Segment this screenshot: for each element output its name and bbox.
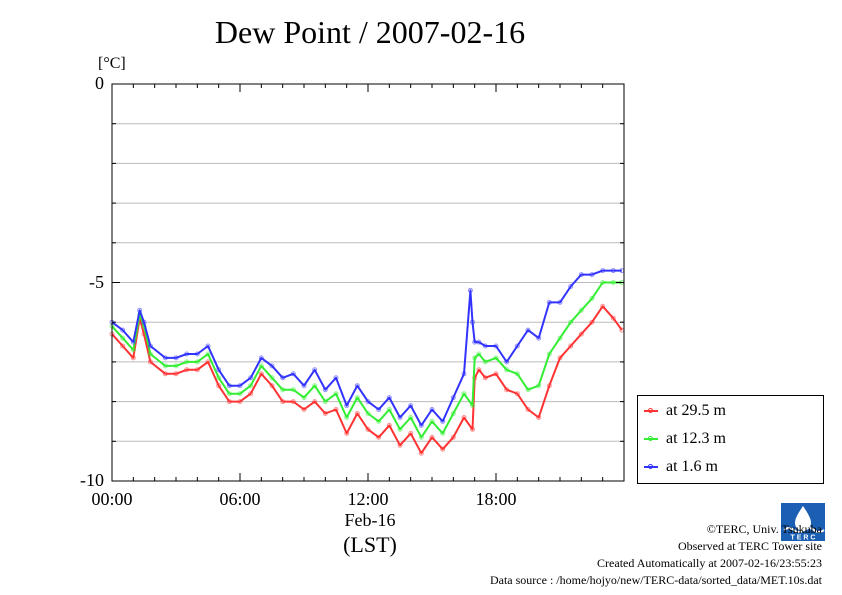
series-line bbox=[111, 281, 622, 439]
legend-swatch-29-5m bbox=[644, 408, 658, 413]
x-axis-date-label: Feb-16 bbox=[344, 510, 396, 530]
x-axis-label: (LST) bbox=[343, 532, 397, 557]
y-tick-label: -10 bbox=[80, 470, 104, 490]
data-point bbox=[568, 343, 574, 349]
data-point bbox=[578, 307, 584, 313]
series-2 bbox=[109, 268, 625, 428]
data-point bbox=[504, 359, 510, 365]
y-axis-unit-label: [°C] bbox=[98, 55, 126, 72]
data-point bbox=[301, 395, 307, 401]
series-line bbox=[111, 305, 623, 455]
data-point bbox=[301, 383, 307, 389]
data-point bbox=[120, 327, 126, 333]
chart-title: Dew Point / 2007-02-16 bbox=[214, 14, 526, 50]
data-point bbox=[568, 319, 574, 325]
data-point bbox=[365, 426, 371, 432]
data-point bbox=[376, 407, 382, 412]
data-point bbox=[610, 315, 616, 321]
terc-logo-icon: T E R C bbox=[781, 503, 825, 541]
data-point bbox=[312, 399, 318, 405]
footer-copyright: ©TERC, Univ. Tsukuba bbox=[706, 522, 822, 536]
data-point bbox=[429, 434, 435, 440]
data-point bbox=[322, 399, 328, 405]
legend-swatch-1-6m bbox=[644, 464, 658, 469]
data-point bbox=[476, 351, 482, 357]
data-point bbox=[365, 399, 371, 405]
legend-item-1-6m: at 1.6 m bbox=[644, 455, 718, 479]
data-point bbox=[120, 343, 126, 349]
legend-label-29-5m: at 29.5 m bbox=[666, 402, 726, 419]
y-tick-label: 0 bbox=[95, 73, 104, 93]
legend-label-12-3m: at 12.3 m bbox=[666, 430, 726, 447]
series-line bbox=[111, 269, 622, 427]
x-tick-label: 18:00 bbox=[475, 489, 517, 509]
svg-text:T E R C: T E R C bbox=[791, 535, 816, 542]
data-point bbox=[365, 411, 371, 416]
data-point bbox=[525, 327, 531, 333]
data-point bbox=[429, 407, 435, 412]
data-point bbox=[578, 331, 584, 337]
legend-swatch-12-3m bbox=[644, 436, 658, 441]
data-point bbox=[568, 284, 574, 289]
data-point bbox=[440, 446, 446, 452]
legend-item-29-5m: at 29.5 m bbox=[644, 399, 726, 423]
x-tick-label: 06:00 bbox=[219, 489, 261, 509]
footer-created: Created Automatically at 2007-02-16/23:5… bbox=[597, 556, 822, 570]
data-point bbox=[269, 383, 275, 389]
data-point bbox=[557, 335, 563, 341]
data-point bbox=[269, 363, 275, 369]
data-point bbox=[589, 295, 595, 301]
data-point bbox=[514, 343, 520, 349]
x-tick-label: 00:00 bbox=[91, 489, 133, 509]
data-point bbox=[120, 335, 126, 341]
legend-item-12-3m: at 12.3 m bbox=[644, 427, 726, 451]
data-point bbox=[600, 303, 606, 309]
data-point bbox=[269, 375, 275, 381]
data-point bbox=[301, 407, 307, 412]
legend: at 29.5 m at 12.3 m at 1.6 m bbox=[637, 395, 824, 484]
data-point bbox=[525, 407, 531, 412]
legend-label-1-6m: at 1.6 m bbox=[666, 458, 718, 475]
footer-source: Data source : /home/hojyo/new/TERC-data/… bbox=[489, 573, 822, 587]
series-0 bbox=[109, 303, 625, 456]
data-point bbox=[589, 319, 595, 325]
y-tick-label: -5 bbox=[89, 271, 104, 292]
data-point bbox=[429, 418, 435, 424]
data-point bbox=[376, 434, 382, 440]
x-tick-label: 12:00 bbox=[347, 489, 389, 509]
data-point bbox=[312, 383, 318, 389]
footer-site: Observed at TERC Tower site bbox=[677, 539, 822, 553]
data-point bbox=[376, 418, 382, 424]
